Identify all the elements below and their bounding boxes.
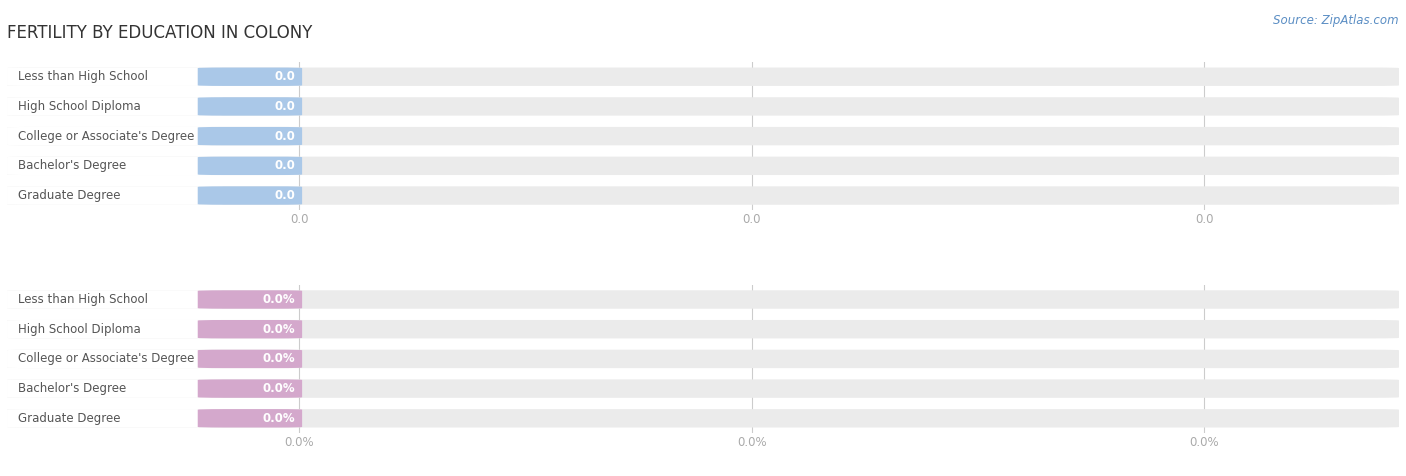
FancyBboxPatch shape	[7, 157, 1399, 175]
Text: Bachelor's Degree: Bachelor's Degree	[18, 382, 127, 395]
Text: 0.0%: 0.0%	[263, 323, 295, 336]
FancyBboxPatch shape	[198, 157, 302, 175]
FancyBboxPatch shape	[7, 157, 222, 175]
FancyBboxPatch shape	[7, 68, 222, 86]
Text: 0.0: 0.0	[274, 159, 295, 172]
Text: Graduate Degree: Graduate Degree	[18, 189, 121, 202]
FancyBboxPatch shape	[198, 320, 302, 338]
FancyBboxPatch shape	[7, 97, 1399, 116]
FancyBboxPatch shape	[7, 127, 222, 145]
Text: High School Diploma: High School Diploma	[18, 323, 141, 336]
Text: 0.0: 0.0	[274, 70, 295, 83]
FancyBboxPatch shape	[7, 350, 1399, 368]
Text: Source: ZipAtlas.com: Source: ZipAtlas.com	[1274, 14, 1399, 27]
FancyBboxPatch shape	[7, 127, 1399, 145]
FancyBboxPatch shape	[7, 350, 222, 368]
FancyBboxPatch shape	[7, 409, 222, 427]
Text: Bachelor's Degree: Bachelor's Degree	[18, 159, 127, 172]
FancyBboxPatch shape	[198, 68, 302, 86]
FancyBboxPatch shape	[7, 379, 1399, 398]
FancyBboxPatch shape	[198, 290, 302, 309]
FancyBboxPatch shape	[7, 379, 222, 398]
Text: 0.0: 0.0	[274, 100, 295, 113]
FancyBboxPatch shape	[198, 186, 302, 205]
Text: Less than High School: Less than High School	[18, 70, 148, 83]
Text: 0.0: 0.0	[274, 189, 295, 202]
FancyBboxPatch shape	[7, 409, 1399, 427]
FancyBboxPatch shape	[7, 97, 222, 116]
FancyBboxPatch shape	[7, 68, 1399, 86]
Text: 0.0%: 0.0%	[263, 293, 295, 306]
FancyBboxPatch shape	[7, 290, 222, 309]
Text: College or Associate's Degree: College or Associate's Degree	[18, 352, 194, 366]
Text: High School Diploma: High School Diploma	[18, 100, 141, 113]
FancyBboxPatch shape	[198, 97, 302, 116]
FancyBboxPatch shape	[7, 320, 222, 338]
FancyBboxPatch shape	[7, 290, 1399, 309]
Text: College or Associate's Degree: College or Associate's Degree	[18, 129, 194, 143]
FancyBboxPatch shape	[7, 186, 1399, 205]
FancyBboxPatch shape	[198, 350, 302, 368]
FancyBboxPatch shape	[198, 409, 302, 427]
FancyBboxPatch shape	[7, 320, 1399, 338]
Text: 0.0: 0.0	[274, 129, 295, 143]
Text: 0.0%: 0.0%	[263, 412, 295, 425]
FancyBboxPatch shape	[198, 379, 302, 398]
Text: 0.0%: 0.0%	[263, 382, 295, 395]
FancyBboxPatch shape	[198, 127, 302, 145]
FancyBboxPatch shape	[7, 186, 222, 205]
Text: 0.0%: 0.0%	[263, 352, 295, 366]
Text: FERTILITY BY EDUCATION IN COLONY: FERTILITY BY EDUCATION IN COLONY	[7, 24, 312, 42]
Text: Graduate Degree: Graduate Degree	[18, 412, 121, 425]
Text: Less than High School: Less than High School	[18, 293, 148, 306]
